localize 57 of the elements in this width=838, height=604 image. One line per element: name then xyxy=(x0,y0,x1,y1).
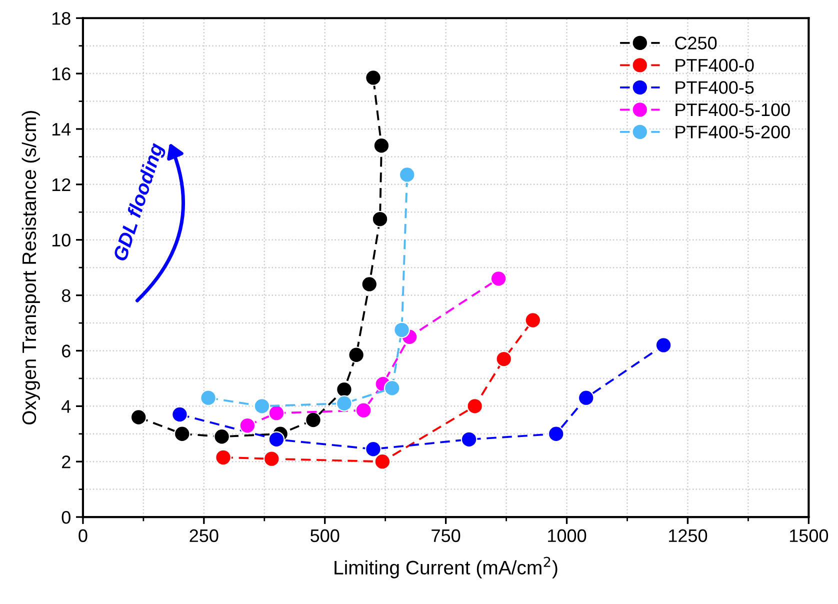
point xyxy=(239,417,256,434)
y-tick-label: 14 xyxy=(52,123,71,136)
legend-label: PTF400-5-200 xyxy=(676,126,790,138)
point xyxy=(215,449,232,466)
x-axis-title: Limiting Current (mA/cm$^{2}$) xyxy=(334,556,558,578)
point xyxy=(394,322,410,338)
point xyxy=(305,412,322,428)
legend-label: PTF400-5-100 xyxy=(676,103,790,116)
point xyxy=(348,346,365,364)
point xyxy=(496,350,512,368)
point xyxy=(336,395,352,412)
y-tick-label: 10 xyxy=(52,234,70,247)
y-tick-label: 12 xyxy=(52,178,70,191)
point xyxy=(466,398,484,414)
y-tick-label: 8 xyxy=(62,289,70,302)
x-tick-label: 750 xyxy=(432,529,460,542)
point xyxy=(548,426,564,442)
y-tick-label: 6 xyxy=(62,344,70,358)
legend-label: PTF400-0 xyxy=(676,58,754,72)
point xyxy=(524,312,542,328)
point xyxy=(268,404,285,422)
legend-label: C250 xyxy=(675,36,717,50)
point xyxy=(365,440,382,458)
y-tick-label: 18 xyxy=(52,12,70,25)
x-tick-label: 1000 xyxy=(548,529,586,542)
point xyxy=(263,450,280,468)
point xyxy=(174,426,190,442)
legend-label: PTF400-5 xyxy=(676,81,754,94)
point xyxy=(268,431,285,448)
point xyxy=(655,336,672,354)
point xyxy=(365,70,382,86)
point xyxy=(490,270,507,287)
point xyxy=(374,453,391,470)
y-tick-label: 4 xyxy=(62,400,71,413)
x-tick-label: 1500 xyxy=(790,529,828,542)
y-tick-label: 0 xyxy=(62,510,70,524)
point xyxy=(336,381,352,398)
point xyxy=(130,409,147,426)
y-tick-label: 2 xyxy=(62,456,70,468)
point xyxy=(372,210,388,228)
y-axis-title: Oxygen Transport Resistance (s/cm) xyxy=(22,111,40,424)
point xyxy=(172,406,188,423)
point xyxy=(578,390,594,406)
point xyxy=(214,428,230,445)
x-tick-label: 250 xyxy=(190,529,218,542)
point xyxy=(355,402,372,419)
point xyxy=(361,276,378,292)
point xyxy=(384,380,400,396)
point xyxy=(398,166,416,183)
point xyxy=(254,398,270,414)
y-tick-label: 16 xyxy=(52,67,70,80)
x-tick-label: 0 xyxy=(78,529,88,542)
point xyxy=(373,137,390,154)
x-tick-label: 1250 xyxy=(669,529,708,542)
point xyxy=(200,390,216,406)
point xyxy=(460,431,478,448)
x-tick-label: 500 xyxy=(310,529,340,542)
